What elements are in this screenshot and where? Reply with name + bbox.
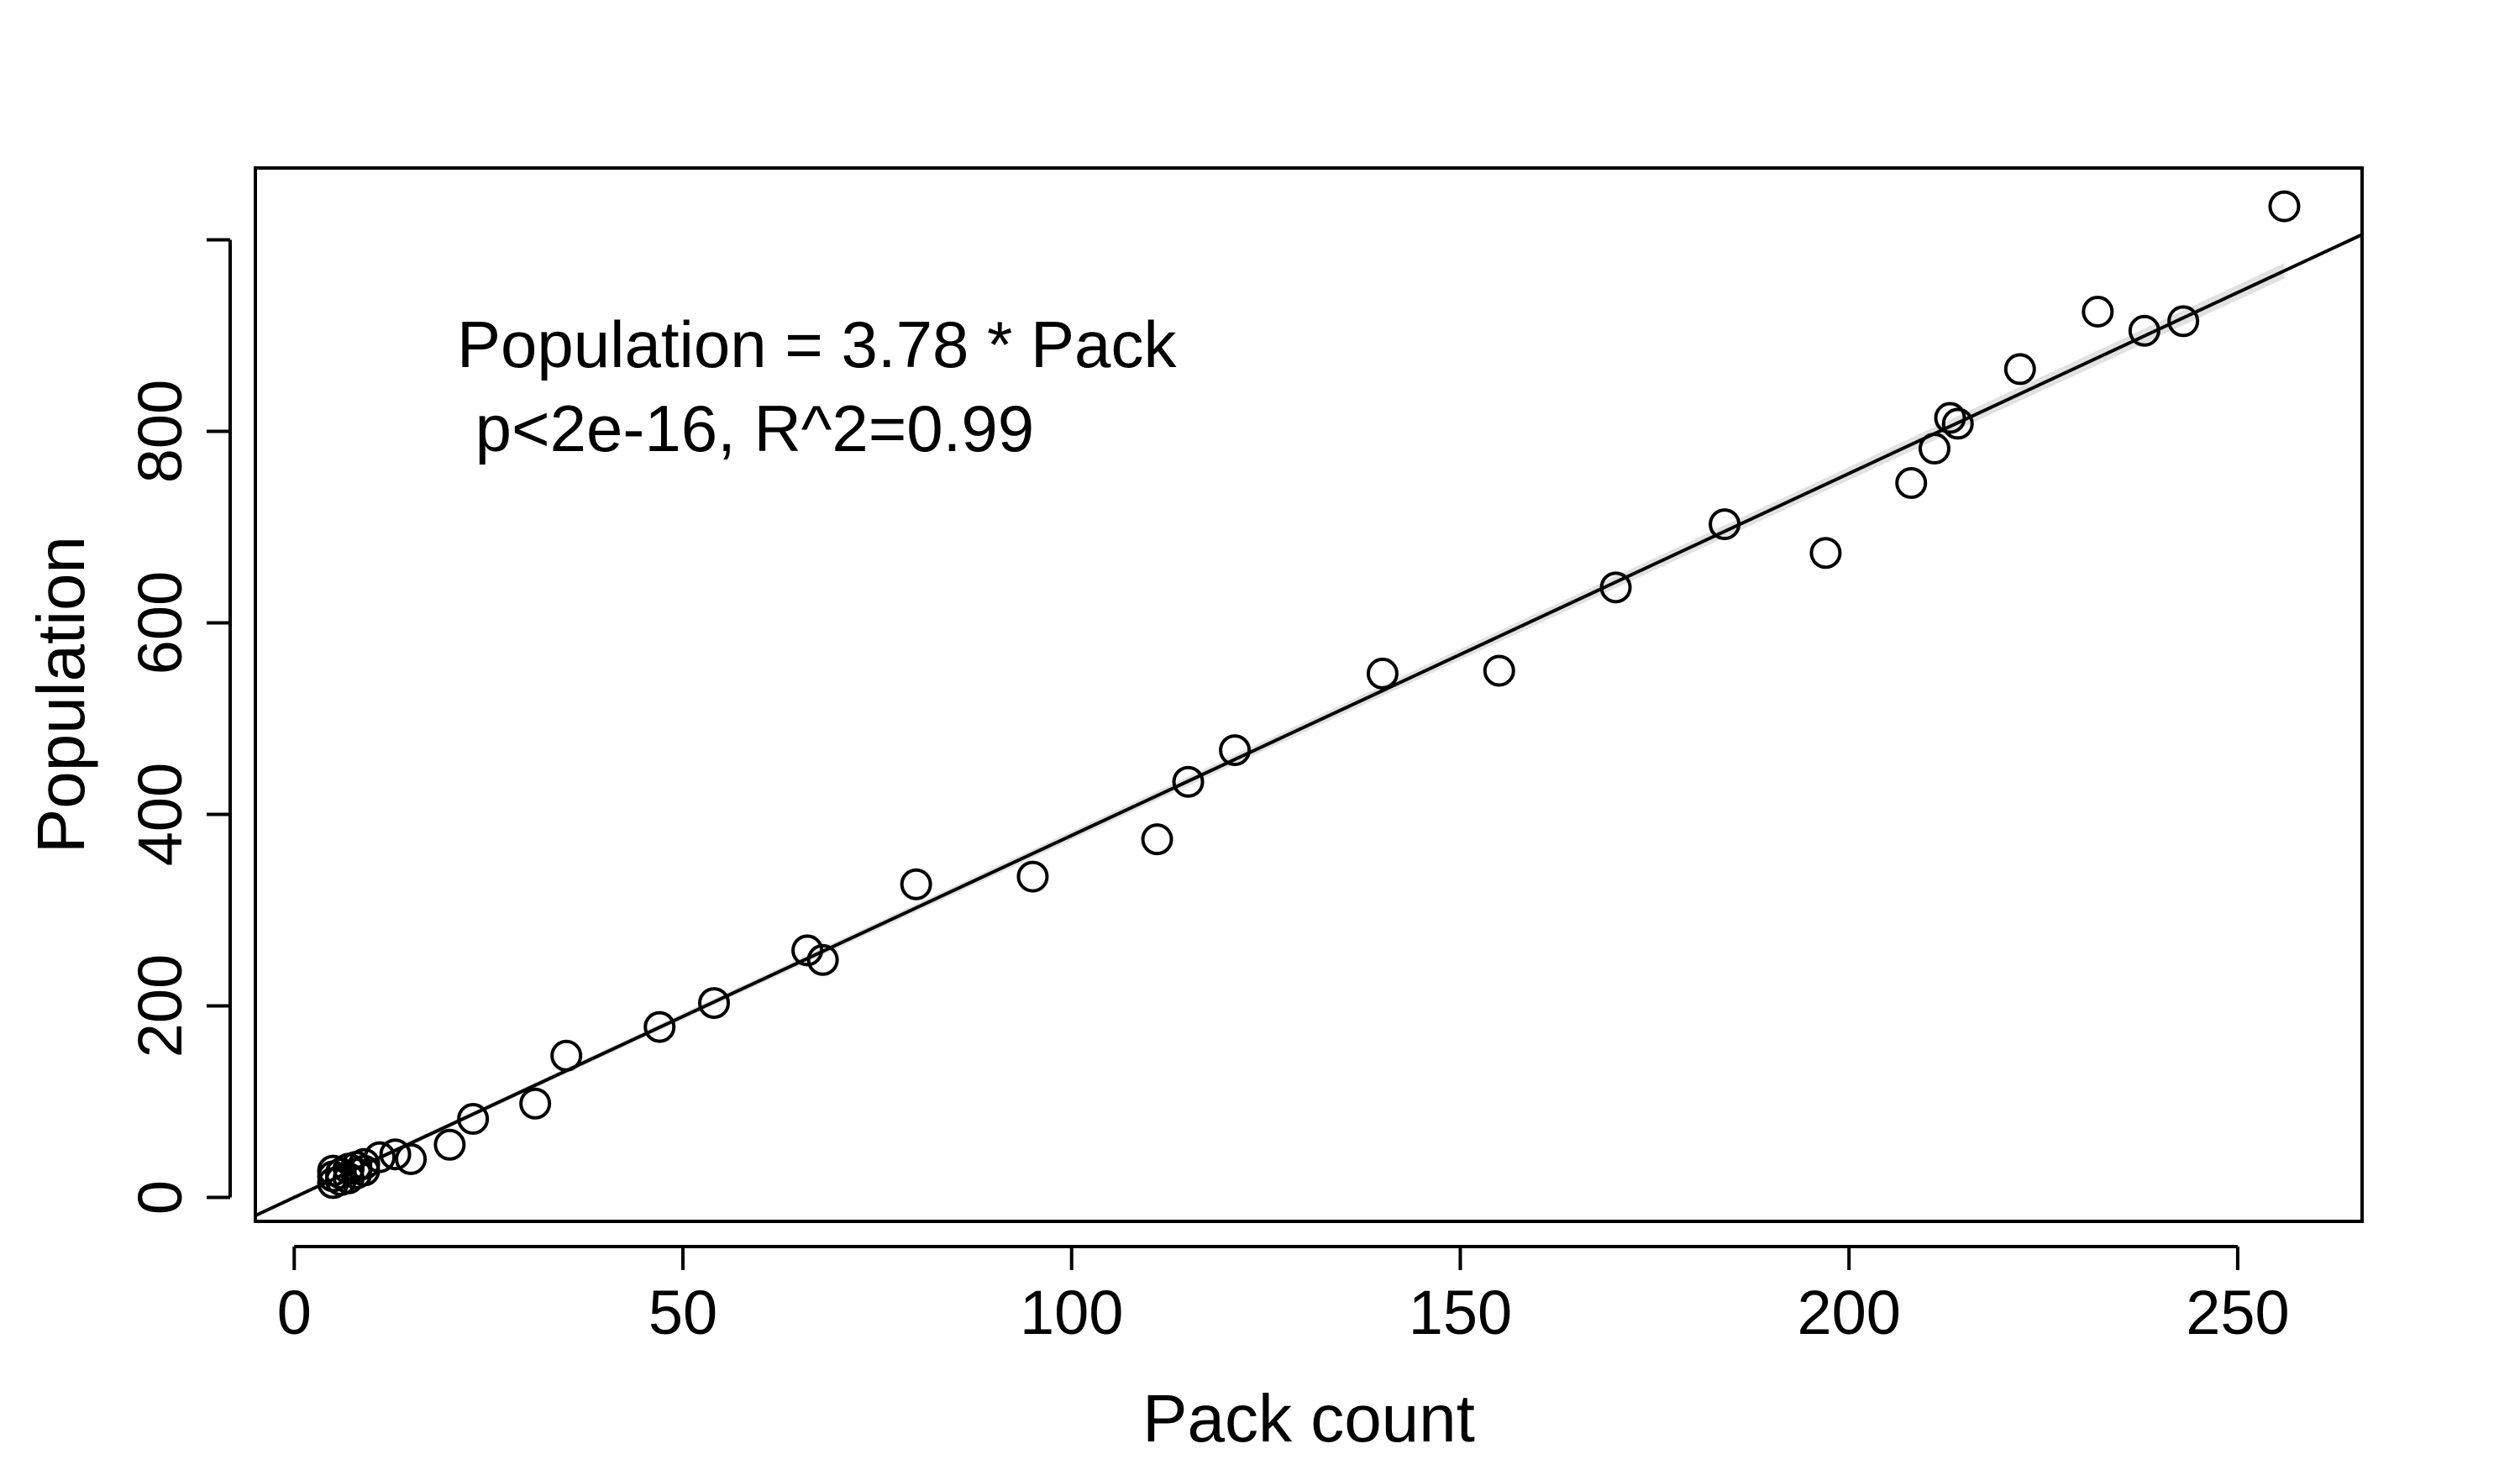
- data-point-31: [1709, 508, 1741, 541]
- x-tick-label-50: 50: [648, 1278, 717, 1347]
- x-tick-label-100: 100: [1020, 1278, 1123, 1347]
- data-point-14: [395, 1142, 428, 1175]
- y-tick-label-400: 400: [125, 763, 195, 866]
- data-point-40: [2167, 305, 2200, 338]
- data-point-36: [1941, 407, 1974, 440]
- x-tick-label-150: 150: [1409, 1278, 1512, 1347]
- data-point-21: [791, 934, 824, 967]
- y-tick-label-600: 600: [125, 571, 195, 675]
- data-point-41: [2268, 190, 2301, 223]
- data-point-30: [1599, 571, 1632, 604]
- x-axis: 0 50 100 150 200 250: [277, 1245, 2290, 1347]
- y-tick-label-0: 0: [125, 1180, 195, 1215]
- x-tick-label-250: 250: [2186, 1278, 2289, 1347]
- y-tick-label-800: 800: [125, 380, 195, 483]
- x-tick-label-200: 200: [1797, 1278, 1900, 1347]
- data-point-33: [1895, 467, 1928, 500]
- data-point-23: [900, 868, 932, 900]
- fit-line-layer: [255, 233, 2362, 1217]
- data-point-38: [2082, 296, 2114, 328]
- data-point-15: [433, 1128, 466, 1161]
- regression-line: [255, 233, 2362, 1217]
- data-point-19: [643, 1011, 676, 1043]
- data-point-17: [519, 1087, 552, 1120]
- data-point-35: [1934, 402, 1966, 434]
- x-axis-title: Pack count: [1142, 1381, 1475, 1456]
- y-axis-title: Population: [24, 536, 98, 853]
- data-point-37: [2003, 353, 2036, 386]
- data-point-11: [348, 1147, 381, 1180]
- data-point-22: [806, 943, 839, 976]
- data-point-24: [1016, 860, 1049, 893]
- data-points-layer: [317, 190, 2301, 1200]
- data-point-16: [457, 1103, 490, 1136]
- data-point-26: [1172, 765, 1205, 798]
- data-point-13: [379, 1138, 412, 1171]
- data-point-28: [1366, 657, 1399, 690]
- y-tick-label-200: 200: [125, 954, 195, 1058]
- y-axis: 0 200 400 600 800: [125, 238, 232, 1215]
- data-point-25: [1141, 823, 1173, 856]
- data-point-20: [698, 987, 731, 1020]
- plot-frame: [254, 166, 2364, 1223]
- data-point-32: [1809, 537, 1842, 570]
- data-point-12: [364, 1141, 396, 1173]
- data-point-27: [1219, 734, 1252, 767]
- data-point-18: [550, 1039, 583, 1072]
- annotation-statistics: p<2e-16, R^2=0.99: [457, 391, 1034, 465]
- x-tick-label-0: 0: [277, 1278, 312, 1347]
- data-point-29: [1483, 654, 1515, 687]
- data-point-34: [1918, 433, 1950, 465]
- data-point-39: [2128, 314, 2160, 347]
- annotation-equation: Population = 3.78 * Pack: [457, 307, 1177, 381]
